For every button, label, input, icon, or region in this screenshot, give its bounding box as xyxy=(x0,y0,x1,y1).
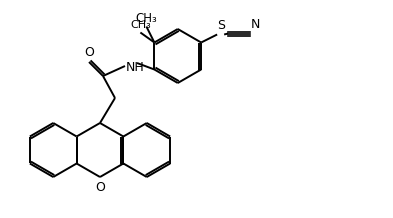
Text: CH₃: CH₃ xyxy=(130,19,151,29)
Text: N: N xyxy=(251,17,261,31)
Text: NH: NH xyxy=(126,61,145,73)
Text: O: O xyxy=(84,46,94,59)
Text: S: S xyxy=(217,19,225,31)
Text: O: O xyxy=(95,181,105,194)
Text: CH₃: CH₃ xyxy=(136,12,157,24)
